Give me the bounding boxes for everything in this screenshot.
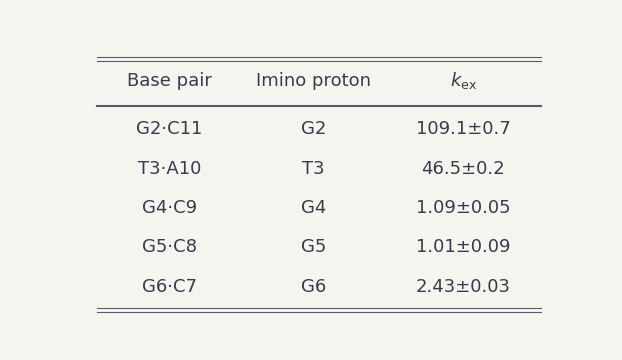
Text: 46.5±0.2: 46.5±0.2 bbox=[421, 160, 505, 178]
Text: 1.09±0.05: 1.09±0.05 bbox=[416, 199, 511, 217]
Text: T3: T3 bbox=[302, 160, 325, 178]
Text: 1.01±0.09: 1.01±0.09 bbox=[416, 238, 511, 256]
Text: T3·A10: T3·A10 bbox=[137, 160, 201, 178]
Text: Imino proton: Imino proton bbox=[256, 72, 371, 90]
Text: G2: G2 bbox=[301, 120, 327, 138]
Text: $k_{\mathrm{ex}}$: $k_{\mathrm{ex}}$ bbox=[450, 70, 477, 91]
Text: Base pair: Base pair bbox=[127, 72, 211, 90]
Text: G4: G4 bbox=[301, 199, 327, 217]
Text: 2.43±0.03: 2.43±0.03 bbox=[415, 278, 511, 296]
Text: G4·C9: G4·C9 bbox=[142, 199, 197, 217]
Text: 109.1±0.7: 109.1±0.7 bbox=[415, 120, 511, 138]
Text: G6·C7: G6·C7 bbox=[142, 278, 197, 296]
Text: G5: G5 bbox=[301, 238, 327, 256]
Text: G5·C8: G5·C8 bbox=[142, 238, 197, 256]
Text: G2·C11: G2·C11 bbox=[136, 120, 202, 138]
Text: G6: G6 bbox=[301, 278, 327, 296]
